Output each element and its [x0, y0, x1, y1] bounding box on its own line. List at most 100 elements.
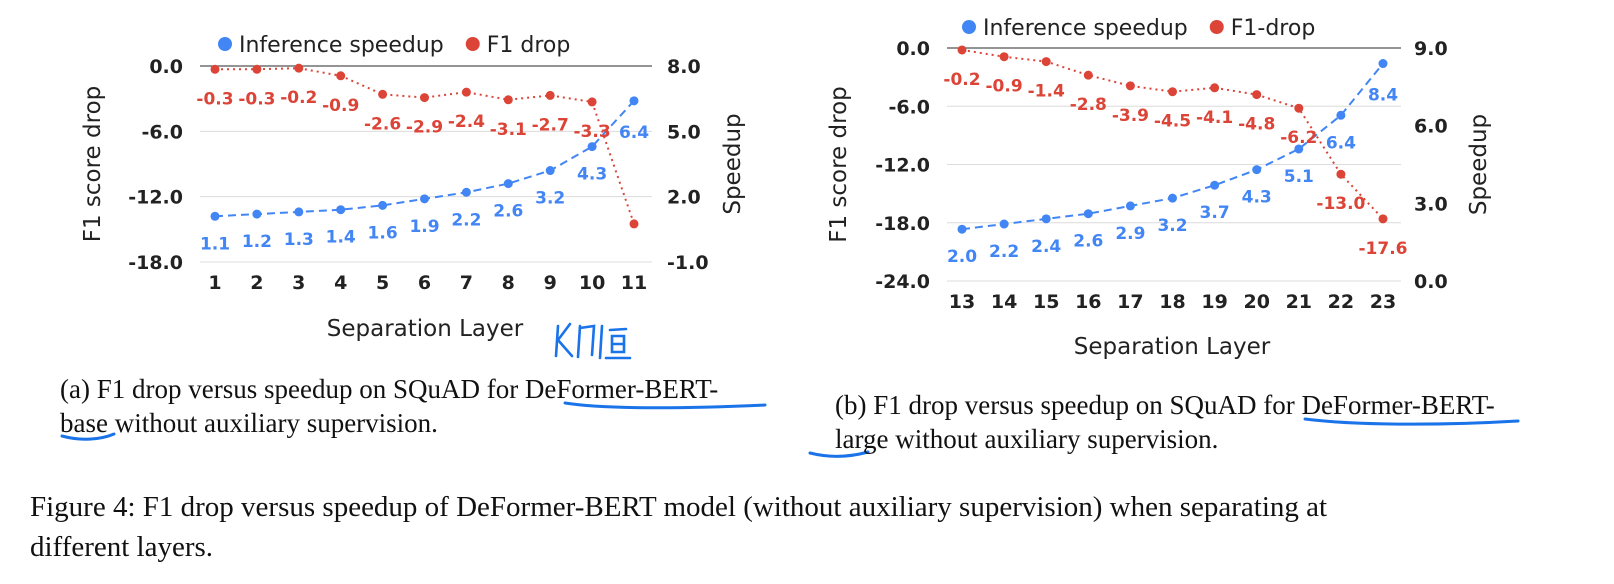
data-label: 8.4 — [1368, 86, 1398, 106]
legend-marker — [1209, 20, 1224, 34]
data-label: 1.4 — [326, 228, 356, 248]
x-tick-label: 17 — [1117, 291, 1143, 313]
data-label: 4.3 — [1242, 188, 1272, 208]
data-label: -1.4 — [1028, 82, 1065, 102]
data-label: -0.9 — [322, 96, 359, 116]
handwritten-k-value — [554, 322, 632, 360]
chart-a: 0.0-6.0-12.0-18.08.05.02.0-1.01 2 3 4 5 6 7 8 9 1… — [80, 33, 746, 342]
data-label: 4.3 — [577, 165, 607, 185]
y-left-tick-label: -6.0 — [888, 96, 930, 118]
data-label: -17.6 — [1359, 239, 1408, 259]
data-point — [1210, 83, 1220, 93]
y-right-tick-label: 5.0 — [667, 121, 701, 143]
data-label: -2.7 — [532, 115, 569, 135]
data-point — [629, 219, 639, 229]
x-tick-label: 23 — [1370, 291, 1396, 313]
data-label: -0.2 — [943, 70, 980, 90]
figure-caption-line2: different layers. — [30, 531, 214, 563]
data-label: 5.1 — [1284, 167, 1314, 187]
data-point — [999, 52, 1009, 62]
x-axis-title: Separation Layer — [327, 316, 524, 342]
y-right-tick-label: 2.0 — [667, 187, 701, 209]
data-point — [587, 97, 597, 107]
x-tick-label: 15 — [1033, 291, 1059, 313]
y-right-tick-label: 8.0 — [667, 56, 701, 78]
data-point — [461, 87, 471, 97]
y-left-tick-label: -12.0 — [128, 187, 183, 209]
legend-label: Inference speedup — [983, 16, 1188, 41]
data-point — [503, 95, 513, 105]
data-label: 2.4 — [1031, 237, 1061, 257]
data-label: 2.2 — [451, 210, 481, 230]
caption-a: (a) F1 drop versus speedup on SQuAD for … — [60, 372, 718, 440]
y-right-tick-label: 3.0 — [1414, 193, 1448, 215]
y-left-axis-title: F1 score drop — [80, 86, 106, 243]
x-tick-label: 22 — [1328, 291, 1354, 313]
x-tick-label: 20 — [1243, 291, 1269, 313]
data-label: 3.2 — [1157, 216, 1187, 236]
legend-marker — [218, 37, 232, 51]
y-right-axis-title: Speedup — [1466, 114, 1492, 215]
data-label: -3.9 — [1112, 106, 1149, 126]
figure-caption: Figure 4: F1 drop versus speedup of DeFo… — [30, 487, 1600, 567]
data-label: -2.8 — [1070, 95, 1107, 115]
y-left-tick-label: 0.0 — [149, 56, 183, 78]
data-label: 2.2 — [989, 242, 1019, 262]
x-tick-label: 14 — [991, 291, 1017, 313]
y-left-tick-label: -6.0 — [141, 121, 183, 143]
legend-label: Inference speedup — [239, 33, 444, 58]
data-point — [252, 64, 262, 74]
data-point — [252, 209, 262, 219]
underline-deformer-b — [1303, 417, 1520, 426]
x-tick-label: 4 — [334, 272, 347, 294]
series-line — [215, 67, 635, 225]
y-left-tick-label: 0.0 — [896, 38, 930, 60]
x-tick-label: 16 — [1075, 291, 1101, 313]
x-tick-label: 7 — [460, 272, 473, 294]
x-tick-label: 1 — [208, 272, 221, 294]
data-point — [210, 64, 220, 74]
data-point — [1210, 180, 1220, 190]
data-point — [1125, 81, 1135, 91]
legend-marker — [465, 37, 480, 51]
data-label: 2.0 — [947, 247, 977, 267]
data-point — [1336, 169, 1346, 179]
data-point — [1083, 209, 1093, 219]
data-point — [420, 194, 429, 204]
data-point — [1378, 59, 1388, 69]
data-point — [1125, 201, 1135, 211]
y-left-tick-label: -12.0 — [875, 155, 930, 177]
y-left-tick-label: -18.0 — [128, 252, 183, 274]
data-point — [1168, 193, 1177, 203]
y-right-axis-title: Speedup — [720, 113, 746, 214]
data-label: 2.9 — [1115, 224, 1145, 244]
data-point — [957, 224, 967, 234]
data-label: -4.5 — [1154, 112, 1191, 132]
data-label: 1.6 — [368, 223, 398, 243]
data-point — [336, 205, 346, 215]
data-label: 1.1 — [200, 234, 230, 254]
data-point — [294, 63, 304, 73]
data-point — [1252, 90, 1262, 100]
data-label: -0.2 — [280, 88, 317, 108]
underline-large-b — [808, 450, 870, 458]
data-point — [1041, 214, 1051, 224]
data-label: 2.6 — [1073, 232, 1103, 252]
data-point — [503, 179, 513, 189]
underline-deformer-a — [563, 401, 767, 410]
data-point — [1252, 165, 1262, 175]
data-label: 6.4 — [619, 123, 649, 143]
caption-a-line2: base without auxiliary supervision. — [60, 408, 438, 438]
data-label: 2.6 — [493, 202, 523, 222]
data-label: -4.8 — [1238, 115, 1275, 135]
y-right-tick-label: 9.0 — [1414, 38, 1448, 60]
data-point — [336, 71, 346, 81]
data-point — [1041, 57, 1051, 67]
x-tick-label: 8 — [502, 272, 515, 294]
data-label: -0.9 — [986, 77, 1023, 97]
y-left-tick-label: -24.0 — [875, 271, 930, 293]
data-point — [1336, 110, 1346, 120]
x-tick-label: 10 — [579, 272, 605, 294]
x-tick-label: 5 — [376, 272, 389, 294]
